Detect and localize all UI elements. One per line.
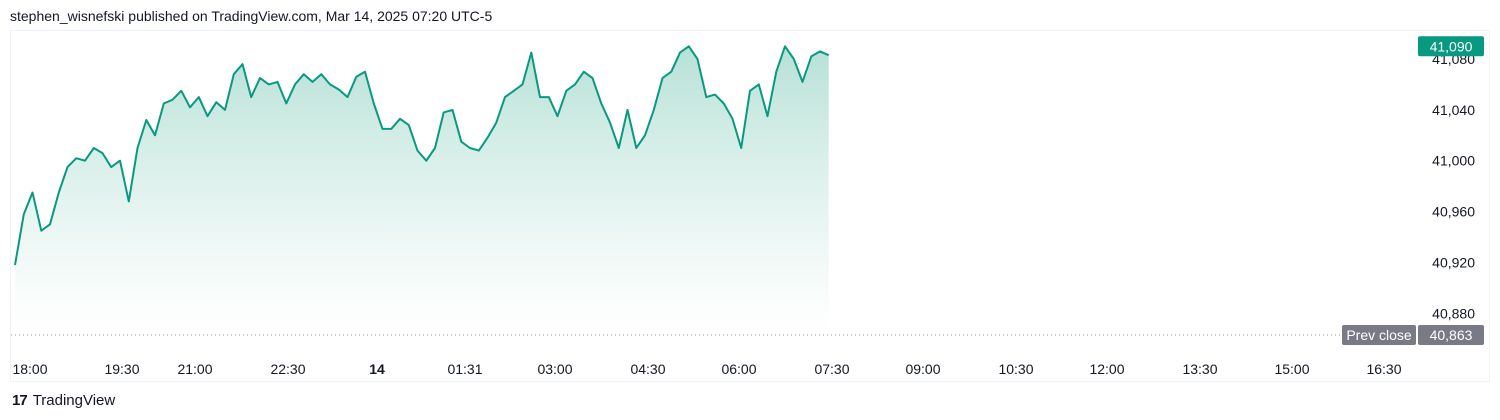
x-tick-label: 19:30 bbox=[104, 361, 139, 377]
x-tick-label: 03:00 bbox=[537, 361, 572, 377]
x-tick-label: 12:00 bbox=[1089, 361, 1124, 377]
x-tick-label: 09:00 bbox=[905, 361, 940, 377]
prev-close-value: 40,863 bbox=[1430, 327, 1473, 343]
y-tick-label: 40,880 bbox=[1432, 305, 1475, 321]
prev-close-badge: Prev close 40,863 bbox=[1342, 325, 1484, 345]
tradingview-footer[interactable]: 17 TradingView bbox=[12, 392, 115, 409]
last-price-value: 41,090 bbox=[1430, 38, 1473, 54]
price-chart[interactable]: 40,88040,92040,96041,00041,04041,080Prev… bbox=[11, 31, 1491, 383]
y-tick-label: 40,960 bbox=[1432, 204, 1475, 220]
x-tick-label: 18:00 bbox=[12, 361, 47, 377]
x-tick-label: 14 bbox=[369, 361, 385, 377]
x-tick-label: 06:00 bbox=[721, 361, 756, 377]
tradingview-logo-icon: 17 bbox=[12, 392, 28, 409]
footer-brand: TradingView bbox=[32, 392, 116, 409]
x-tick-label: 13:30 bbox=[1182, 361, 1217, 377]
price-series-line[interactable] bbox=[14, 45, 830, 266]
chart-panel[interactable]: 40,880 40,920 40,960 41,000 41,040 41,080 Prev… bbox=[10, 30, 1490, 382]
price-area-fill bbox=[15, 46, 829, 336]
y-tick-label: 41,040 bbox=[1432, 102, 1475, 118]
x-tick-label: 01:31 bbox=[447, 361, 482, 377]
x-tick-label: 21:00 bbox=[177, 361, 212, 377]
x-tick-label: 10:30 bbox=[998, 361, 1033, 377]
y-tick-label: 40,920 bbox=[1432, 254, 1475, 270]
x-tick-label: 22:30 bbox=[270, 361, 305, 377]
y-tick-label: 41,000 bbox=[1432, 153, 1475, 169]
last-price-badge: 41,090 bbox=[1418, 36, 1484, 57]
publisher-header: stephen_wisnefski published on TradingVi… bbox=[10, 8, 493, 24]
x-tick-label: 04:30 bbox=[630, 361, 665, 377]
x-tick-label: 16:30 bbox=[1366, 361, 1401, 377]
x-tick-label: 07:30 bbox=[814, 361, 849, 377]
x-tick-label: 15:00 bbox=[1274, 361, 1309, 377]
prev-close-label: Prev close bbox=[1346, 327, 1412, 343]
